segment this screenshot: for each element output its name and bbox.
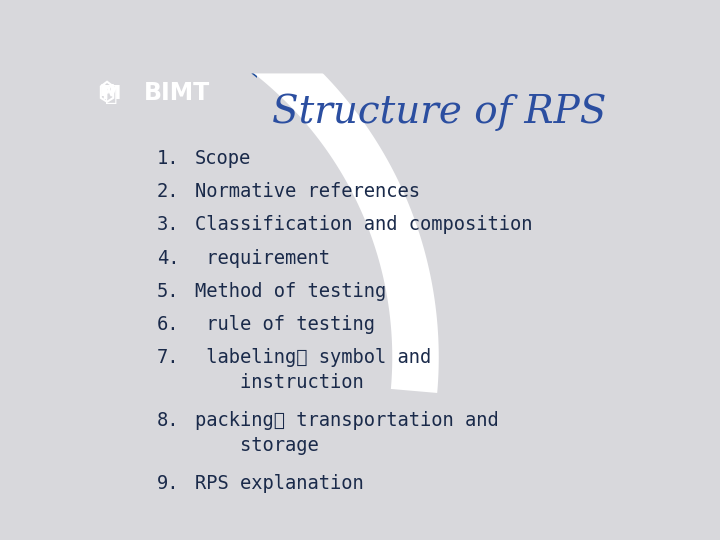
Text: packing、 transportation and: packing、 transportation and bbox=[194, 411, 498, 430]
Text: 9.: 9. bbox=[157, 474, 179, 492]
Text: rule of testing: rule of testing bbox=[194, 315, 374, 334]
Text: M: M bbox=[99, 84, 114, 99]
Text: 4.: 4. bbox=[157, 248, 179, 267]
Text: Method of testing: Method of testing bbox=[194, 282, 386, 301]
Text: 1.: 1. bbox=[157, 149, 179, 168]
Text: 6.: 6. bbox=[157, 315, 179, 334]
Text: labeling、 symbol and: labeling、 symbol and bbox=[194, 348, 431, 367]
Text: requirement: requirement bbox=[194, 248, 330, 267]
Text: M: M bbox=[102, 84, 121, 103]
Text: Ⓜ: Ⓜ bbox=[105, 84, 118, 104]
Text: Scope: Scope bbox=[194, 149, 251, 168]
Polygon shape bbox=[252, 36, 438, 393]
Text: Structure of RPS: Structure of RPS bbox=[271, 94, 606, 131]
Text: 7.: 7. bbox=[157, 348, 179, 367]
Text: Normative references: Normative references bbox=[194, 183, 420, 201]
Text: 3.: 3. bbox=[157, 215, 179, 234]
Text: 2.: 2. bbox=[157, 183, 179, 201]
Polygon shape bbox=[90, 65, 256, 130]
Text: 5.: 5. bbox=[157, 282, 179, 301]
Polygon shape bbox=[90, 65, 648, 389]
Text: instruction: instruction bbox=[194, 373, 364, 392]
Text: 8.: 8. bbox=[157, 411, 179, 430]
Text: BIMT: BIMT bbox=[144, 82, 210, 105]
Text: RPS explanation: RPS explanation bbox=[194, 474, 364, 492]
Text: Classification and composition: Classification and composition bbox=[194, 215, 532, 234]
Text: storage: storage bbox=[194, 436, 318, 455]
